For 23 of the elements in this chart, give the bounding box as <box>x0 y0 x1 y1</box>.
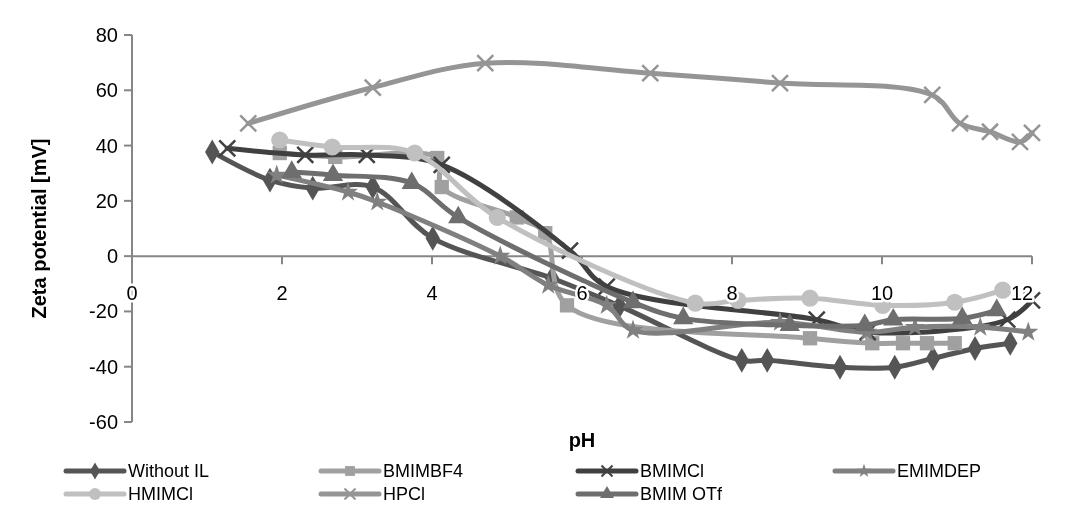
legend-label: BMIMCl <box>640 461 704 482</box>
y-axis-title: Zeta potential [mV] <box>28 138 50 319</box>
legend-label: BMIMBF4 <box>383 461 464 482</box>
y-tick-label: 80 <box>95 24 118 46</box>
y-tick-label: 20 <box>95 189 118 212</box>
y-tick-label: -40 <box>89 355 118 378</box>
x-axis-title: pH <box>568 429 596 451</box>
y-tick-label: -60 <box>89 411 118 433</box>
x-tick-label: 2 <box>276 282 288 305</box>
legend-label: HPCl <box>383 484 426 505</box>
x-tick-label: 8 <box>726 282 738 305</box>
y-tick-label: 0 <box>106 245 118 268</box>
legend-label: Without IL <box>128 461 210 482</box>
y-tick-label: -20 <box>89 300 118 323</box>
x-tick-label: 4 <box>426 282 438 305</box>
x-tick-label: 0 <box>126 282 138 305</box>
x-tick-label: 10 <box>870 282 894 305</box>
y-tick-label: 60 <box>95 79 118 102</box>
x-tick-label: 12 <box>1010 282 1034 305</box>
legend-label: EMIMDEP <box>897 461 982 482</box>
legend-label: HMIMCl <box>128 484 193 505</box>
y-tick-label: 40 <box>95 134 118 157</box>
legend-label: BMIM OTf <box>640 484 723 505</box>
